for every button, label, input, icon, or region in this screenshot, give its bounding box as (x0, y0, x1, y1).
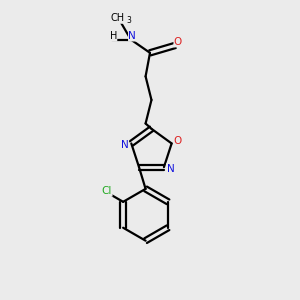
Text: Cl: Cl (102, 186, 112, 196)
Text: 3: 3 (126, 16, 131, 25)
Text: H: H (110, 31, 117, 41)
Text: N: N (167, 164, 174, 174)
Text: CH: CH (110, 14, 125, 23)
Text: N: N (128, 31, 136, 41)
Text: N: N (121, 140, 129, 150)
Text: O: O (173, 136, 181, 146)
Text: O: O (174, 37, 182, 47)
